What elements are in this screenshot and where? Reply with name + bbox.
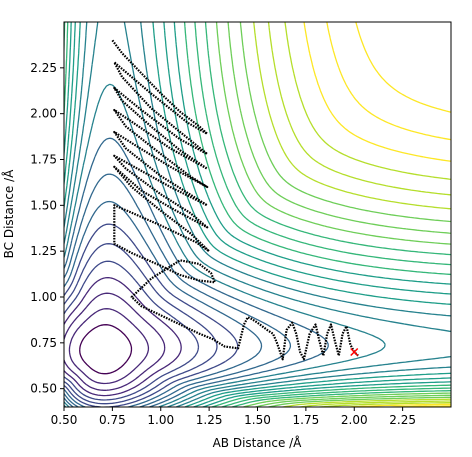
x-tick-label: 2.00 [341, 413, 368, 427]
y-tick-label: 0.50 [30, 382, 57, 396]
contour-level-line [64, 200, 263, 407]
contour-level-line [267, 22, 451, 407]
y-tick-label: 0.75 [30, 336, 57, 350]
contour-level-line [64, 83, 386, 407]
contour-level-line [64, 276, 182, 397]
trajectory-line [111, 39, 359, 361]
x-tick-label: 2.25 [389, 413, 416, 427]
contour-level-line [215, 22, 451, 407]
contour-level-line [68, 308, 150, 385]
contour-level-line [355, 22, 451, 407]
contour-level-line [64, 22, 451, 407]
contour-level-line [64, 22, 451, 407]
y-axis-ticks: 0.50 0.75 1.00 1.25 1.50 1.75 2.00 2.25 [30, 61, 64, 396]
x-tick-label: 0.75 [99, 413, 126, 427]
contour-level-line [64, 223, 239, 407]
x-tick-label: 1.25 [196, 413, 223, 427]
contour-level-line [239, 22, 451, 407]
contour-level-line [227, 22, 451, 407]
contour-level-line [303, 22, 451, 407]
y-tick-label: 2.25 [30, 61, 57, 75]
y-tick-label: 1.00 [30, 290, 57, 304]
contour-lines [64, 22, 451, 407]
y-tick-label: 1.25 [30, 244, 57, 258]
contour-level-line [204, 22, 451, 407]
contour-level-line [64, 292, 166, 391]
contour-level-line [64, 137, 329, 407]
contour-level-line [64, 260, 200, 401]
x-tick-label: 1.50 [244, 413, 271, 427]
contour-level-line [284, 22, 451, 407]
x-tick-label: 0.50 [51, 413, 78, 427]
trajectory-path [111, 39, 359, 361]
x-tick-label: 1.00 [147, 413, 174, 427]
contour-level-line [64, 22, 451, 407]
contour-level-line [253, 22, 451, 407]
contour-level-line [79, 324, 133, 375]
y-tick-label: 2.00 [30, 107, 57, 121]
x-tick-label: 1.75 [293, 413, 320, 427]
x-axis-label: AB Distance /Å [213, 435, 303, 450]
contour-level-line [64, 22, 451, 407]
y-tick-label: 1.50 [30, 198, 57, 212]
contour-level-line [64, 22, 451, 407]
x-axis-ticks: 0.50 0.75 1.00 1.25 1.50 1.75 2.00 2.25 [51, 407, 416, 427]
end-marker [350, 347, 359, 357]
contour-level-line [64, 22, 451, 407]
contour-level-line [64, 22, 451, 407]
y-tick-label: 1.75 [30, 153, 57, 167]
end-marker-stroke [350, 347, 359, 357]
contour-level-line [326, 22, 451, 407]
contour-level-line [64, 173, 292, 407]
contour-level-line [64, 243, 218, 405]
y-axis-label: BC Distance /Å [1, 169, 16, 259]
